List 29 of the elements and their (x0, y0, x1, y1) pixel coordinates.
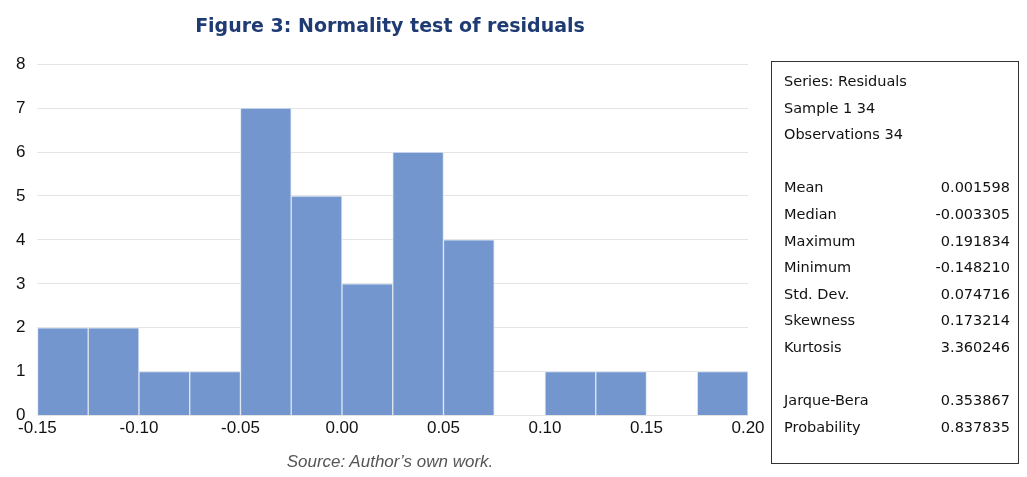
y-tick-label: 7 (15, 97, 26, 117)
source-note: Source: Author’s own work. (285, 452, 495, 472)
x-tick-label: 0.00 (325, 418, 359, 438)
text: Minimum -0.148210 (784, 259, 1010, 276)
text: Mean 0.001598 (784, 179, 1010, 196)
text: Skewness 0.173214 (784, 312, 1010, 329)
y-tick-label: 1 (15, 361, 26, 381)
x-tick-label: -0.10 (119, 418, 159, 438)
text: Probability 0.837835 (784, 418, 1010, 435)
x-tick-label: -0.05 (221, 418, 260, 438)
y-tick-label: 8 (15, 53, 26, 73)
x-tick-label: 0.20 (731, 418, 765, 438)
text: Kurtosis 3.360246 (784, 338, 1010, 355)
text: Median -0.003305 (784, 205, 1010, 222)
text: Jarque-Bera 0.353867 (784, 392, 1010, 409)
text: Sample 1 34 (784, 98, 876, 118)
text: Std. Dev. 0.074716 (784, 285, 1010, 302)
x-tick-label: 0.10 (528, 418, 562, 438)
x-tick-label: 0.05 (426, 418, 461, 438)
text: Series: Residuals (784, 72, 907, 91)
text: Maximum 0.191834 (784, 232, 1010, 249)
y-tick-label: 5 (15, 185, 26, 205)
y-tick-label: 3 (15, 273, 26, 293)
x-tick-label: 0.15 (629, 418, 664, 438)
chart-title: Figure 3: Normality test of residuals (194, 14, 586, 36)
y-tick-label: 6 (15, 141, 26, 161)
text: Observations 34 (784, 125, 903, 145)
y-tick-label: 4 (15, 229, 26, 249)
y-tick-label: 2 (15, 317, 26, 337)
